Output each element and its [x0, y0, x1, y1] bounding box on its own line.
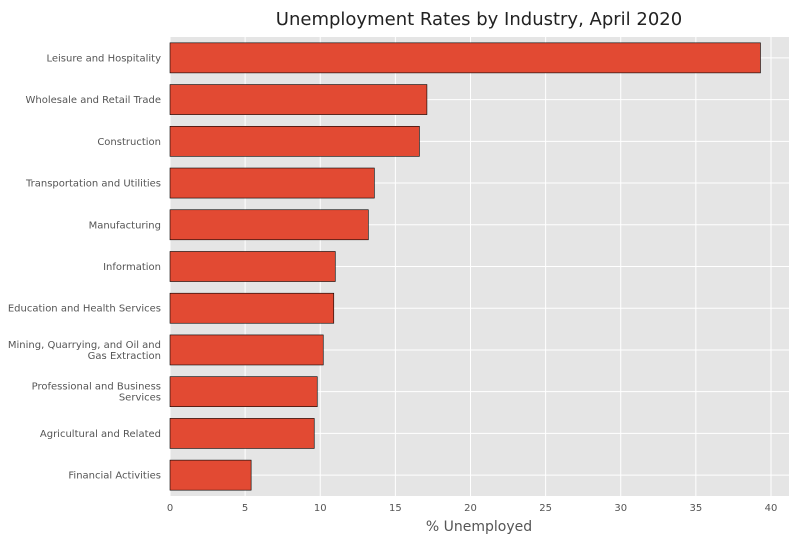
- x-axis-label: % Unemployed: [426, 519, 532, 535]
- x-tick-label: 10: [314, 503, 327, 514]
- bar: [169, 209, 369, 241]
- plot-area: 0 5 10 15 20 25 30 35 40 Leisure and Hospitality W…: [8, 37, 789, 514]
- bar: [169, 84, 428, 115]
- category-label: Services: [119, 393, 161, 404]
- category-label: Gas Extraction: [88, 351, 161, 362]
- category-label: Wholesale and Retail Trade: [25, 95, 161, 106]
- bar: [169, 418, 315, 449]
- bar: [169, 167, 375, 199]
- category-label: Mining, Quarrying, and Oil and: [8, 340, 161, 351]
- x-tick-label: 40: [765, 503, 778, 514]
- x-tick-label: 15: [389, 503, 402, 514]
- category-label: Agricultural and Related: [40, 429, 161, 440]
- category-label: Professional and Business: [32, 382, 161, 393]
- bar: [169, 459, 252, 491]
- category-label: Construction: [97, 137, 161, 148]
- category-label: Education and Health Services: [8, 304, 161, 315]
- category-label: Financial Activities: [68, 471, 161, 482]
- category-label: Transportation and Utilities: [25, 179, 161, 190]
- x-tick-label: 30: [614, 503, 627, 514]
- bar: [169, 376, 318, 408]
- x-tick-label: 0: [167, 503, 173, 514]
- bar: [169, 125, 420, 157]
- bar: [169, 251, 336, 282]
- bar: [169, 42, 761, 74]
- x-tick-label: 35: [689, 503, 702, 514]
- x-tick-label: 25: [539, 503, 552, 514]
- category-label: Manufacturing: [89, 220, 161, 231]
- chart-title: Unemployment Rates by Industry, April 20…: [276, 9, 682, 30]
- bar: [169, 292, 335, 324]
- x-tick-label: 20: [464, 503, 477, 514]
- bar: [169, 334, 324, 366]
- category-label: Information: [103, 262, 161, 273]
- category-label: Leisure and Hospitality: [46, 53, 161, 64]
- x-tick-label: 5: [242, 503, 248, 514]
